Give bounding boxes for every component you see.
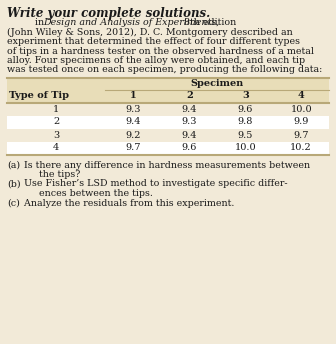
Text: experiment that determined the effect of four different types: experiment that determined the effect of…	[7, 37, 300, 46]
Bar	[7, 141, 329, 154]
Text: 9.2: 9.2	[125, 130, 141, 140]
Text: 10.0: 10.0	[290, 105, 312, 114]
Text: Analyze the residuals from this experiment.: Analyze the residuals from this experime…	[21, 198, 235, 207]
Text: (b): (b)	[7, 180, 20, 189]
Text: 4: 4	[53, 143, 59, 152]
Text: Specimen: Specimen	[191, 79, 244, 88]
Text: Write your complete solutions.: Write your complete solutions.	[7, 7, 210, 20]
Text: Is there any difference in hardness measurements between: Is there any difference in hardness meas…	[21, 161, 310, 170]
Text: 4: 4	[298, 92, 304, 100]
Text: 9.7: 9.7	[125, 143, 141, 152]
Bar	[7, 78, 329, 154]
Text: 9.5: 9.5	[238, 130, 253, 140]
Text: 10.0: 10.0	[235, 143, 256, 152]
Text: 9.4: 9.4	[181, 130, 197, 140]
Text: Design and Analysis of Experiments,: Design and Analysis of Experiments,	[43, 18, 219, 27]
Text: (John Wiley & Sons, 2012), D. C. Montgomery described an: (John Wiley & Sons, 2012), D. C. Montgom…	[7, 28, 293, 36]
Text: 9.6: 9.6	[181, 143, 197, 152]
Text: alloy. Four specimens of the alloy were obtained, and each tip: alloy. Four specimens of the alloy were …	[7, 56, 305, 65]
Text: 9.9: 9.9	[293, 118, 309, 127]
Text: (c): (c)	[7, 198, 20, 207]
Text: 9.3: 9.3	[125, 105, 141, 114]
Text: 10.2: 10.2	[290, 143, 312, 152]
Text: 9.7: 9.7	[293, 130, 309, 140]
Text: 2: 2	[53, 118, 59, 127]
Text: 9.8: 9.8	[238, 118, 253, 127]
Text: was tested once on each specimen, producing the following data:: was tested once on each specimen, produc…	[7, 65, 322, 75]
Text: 8th edition: 8th edition	[181, 18, 236, 27]
Text: 9.4: 9.4	[125, 118, 141, 127]
Text: 1: 1	[130, 92, 136, 100]
Text: ences between the tips.: ences between the tips.	[21, 189, 153, 198]
Text: 2: 2	[186, 92, 193, 100]
Text: 9.4: 9.4	[181, 105, 197, 114]
Text: 9.3: 9.3	[181, 118, 197, 127]
Text: Use Fisher’s LSD method to investigate specific differ-: Use Fisher’s LSD method to investigate s…	[21, 180, 288, 189]
Text: 9.6: 9.6	[238, 105, 253, 114]
Text: in: in	[35, 18, 47, 27]
Text: the tips?: the tips?	[21, 170, 80, 179]
Bar	[7, 103, 329, 116]
Text: 3: 3	[53, 130, 59, 140]
Bar	[7, 116, 329, 129]
Text: Type of Tip: Type of Tip	[9, 92, 69, 100]
Text: of tips in a hardness tester on the observed hardness of a metal: of tips in a hardness tester on the obse…	[7, 46, 314, 55]
Text: (a): (a)	[7, 161, 20, 170]
Text: 3: 3	[242, 92, 249, 100]
Text: 1: 1	[53, 105, 59, 114]
Bar	[7, 129, 329, 141]
